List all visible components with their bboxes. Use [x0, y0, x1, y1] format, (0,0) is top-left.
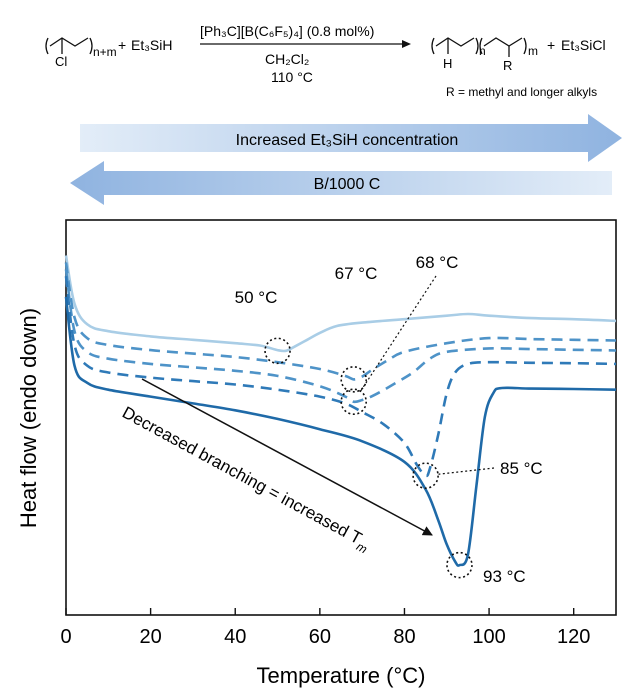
- product-structure: [431, 37, 527, 57]
- product-h-label: H: [443, 56, 452, 71]
- chart-annotations: 50 °C 67 °C 68 °C 85 °C 93 °C: [235, 253, 543, 586]
- x-tick-label: 20: [139, 626, 161, 648]
- x-tick-label: 0: [60, 626, 71, 648]
- x-tick-label: 60: [309, 626, 331, 648]
- x-tick-label: 120: [557, 626, 590, 648]
- x-tick-label: 100: [472, 626, 505, 648]
- transition-temp-label: 50 °C: [235, 288, 278, 307]
- r-definition: R = methyl and longer alkyls: [446, 85, 597, 99]
- byproduct-label: Et₃SiCl: [561, 37, 606, 53]
- plot-frame: [65, 219, 617, 616]
- dsc-curve-2: [64, 262, 617, 381]
- trend-label: Decreased branching = increased Tm: [117, 403, 374, 557]
- dsc-curve-4: [64, 276, 617, 478]
- dsc-curve-5: [64, 296, 617, 567]
- plus-sign-1: +: [118, 37, 126, 53]
- x-tick-label: 80: [393, 626, 415, 648]
- x-axis-ticks: 0 20 40 60 80 100 120: [60, 608, 590, 648]
- transition-marker: [264, 337, 291, 365]
- transition-marker: [412, 462, 439, 489]
- reactant-subscript: n+m: [93, 45, 117, 59]
- reactant-cl-label: Cl: [55, 54, 67, 69]
- reaction-scheme: n+m Cl + Et₃SiH [Ph₃C][B(C₆F₅)₄] (0.8 mo…: [45, 23, 606, 99]
- plus-sign-2: +: [547, 37, 555, 53]
- annotation-leader: [360, 275, 437, 392]
- branching-arrow: B/1000 C: [70, 161, 612, 205]
- branching-arrow-label: B/1000 C: [314, 176, 381, 193]
- transition-marker: [340, 388, 367, 416]
- dsc-curve-1: [64, 255, 617, 353]
- trend-arrow: [141, 378, 433, 536]
- transition-temp-label: 93 °C: [483, 567, 526, 586]
- x-tick-label: 40: [224, 626, 246, 648]
- temperature-label: 110 °C: [271, 69, 313, 85]
- transition-marker: [340, 366, 367, 393]
- reagent-label: Et₃SiH: [131, 37, 173, 53]
- transition-temp-label: 85 °C: [500, 459, 543, 478]
- concentration-arrow-label: Increased Et₃SiH concentration: [236, 132, 459, 149]
- reactant-structure: [45, 37, 93, 55]
- reaction-arrowhead: [402, 40, 411, 48]
- catalyst-label: [Ph₃C][B(C₆F₅)₄] (0.8 mol%): [200, 23, 374, 39]
- product-r-label: R: [503, 58, 512, 73]
- solvent-label: CH₂Cl₂: [265, 51, 309, 67]
- trend-label-main: Decreased branching = increased T: [119, 403, 365, 548]
- x-axis-label: Temperature (°C): [257, 663, 426, 688]
- product-subscript-n: n: [479, 44, 486, 58]
- chart-series: [64, 255, 617, 567]
- concentration-arrow: Increased Et₃SiH concentration: [80, 114, 622, 162]
- dsc-curve-3: [64, 269, 617, 404]
- product-subscript-m: m: [528, 44, 538, 58]
- y-axis-label: Heat flow (endo down): [16, 308, 41, 528]
- transition-temp-label: 67 °C: [335, 264, 378, 283]
- transition-temp-label: 68 °C: [416, 253, 459, 272]
- transition-marker: [446, 551, 473, 579]
- annotation-leader: [438, 467, 495, 475]
